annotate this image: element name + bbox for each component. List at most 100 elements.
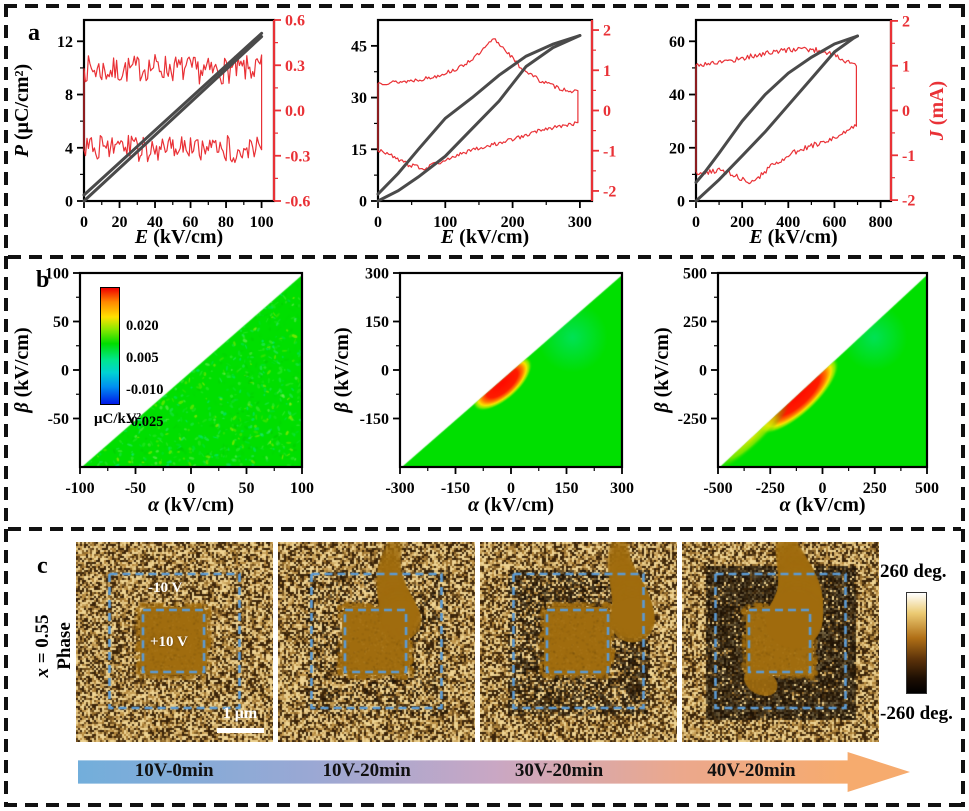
- svg-text:2: 2: [902, 13, 910, 30]
- svg-text:0: 0: [359, 194, 367, 211]
- svg-text:0.0: 0.0: [285, 103, 305, 120]
- panel-b-label: b: [36, 267, 50, 293]
- svg-text:400: 400: [776, 214, 800, 231]
- pfm-canvas-2: [278, 542, 475, 742]
- svg-text:E (kV/cm): E (kV/cm): [440, 226, 529, 248]
- svg-text:20: 20: [669, 140, 685, 157]
- pfm-image-4: [682, 542, 879, 742]
- svg-text:800: 800: [869, 214, 893, 231]
- svg-text:-300: -300: [385, 480, 414, 497]
- svg-text:0: 0: [902, 103, 910, 120]
- forc-colorbar-tick: 0.020: [126, 318, 159, 334]
- svg-text:250: 250: [683, 314, 707, 331]
- svg-text:-50: -50: [125, 480, 146, 497]
- composition-label: x = 0.55: [32, 614, 53, 678]
- svg-text:α (kV/cm): α (kV/cm): [779, 494, 865, 516]
- pe-chart-svg: 0 20 40 60 80 100 0 4 8 12 0.6 0.3 0.0 -0.3 -0.6 E (kV/…: [11, 13, 310, 248]
- forc-colorbar-gradient: [100, 287, 120, 405]
- svg-text:-100: -100: [65, 480, 94, 497]
- svg-text:50: 50: [239, 480, 255, 497]
- inner-bias-label: +10 V: [150, 634, 188, 650]
- forc-chart-row: 0.020 0.005 -0.010 -0.025 μC/kV² -100 -50…: [8, 261, 953, 519]
- svg-text:15: 15: [351, 142, 367, 159]
- arrow-step-1: 10V-0min: [134, 760, 214, 781]
- pe-chart-svg: 0 200 400 600 800 0 20 40 60 2 1 0 -1 -2 E (kV/cm) J (m…: [669, 13, 948, 248]
- svg-text:20: 20: [112, 214, 128, 231]
- figure-border-bottom: [4, 803, 965, 807]
- panel-c: c x = 0.55 Phase -10 V +10 V 1 μm: [8, 531, 961, 803]
- forc-map-1: 0.020 0.005 -0.010 -0.025 μC/kV² -100 -50…: [8, 261, 328, 519]
- svg-text:0.3: 0.3: [285, 58, 305, 75]
- svg-text:100: 100: [250, 214, 274, 231]
- svg-text:300: 300: [610, 480, 634, 497]
- figure-border-right: [961, 4, 965, 807]
- svg-text:40: 40: [669, 87, 685, 104]
- svg-text:2: 2: [603, 23, 611, 40]
- svg-text:-2: -2: [902, 193, 915, 210]
- svg-text:60: 60: [669, 34, 685, 51]
- svg-text:1: 1: [603, 63, 611, 80]
- svg-text:100: 100: [45, 266, 69, 283]
- pfm-image-3: [480, 542, 677, 742]
- panel-separator-bc: [8, 527, 961, 531]
- svg-text:200: 200: [730, 214, 754, 231]
- svg-text:β (kV/cm): β (kV/cm): [11, 327, 33, 413]
- panel-separator-ab: [8, 255, 961, 259]
- pe-chart-svg: 0 100 200 300 0 15 30 45 2 1 0 -1 -2 E (kV/cm): [351, 18, 616, 248]
- pe-chart-3: 0 200 400 600 800 0 20 40 60 2 1 0 -1 -2 E (kV/cm) J (m…: [648, 8, 953, 251]
- svg-text:-1: -1: [902, 148, 915, 165]
- svg-text:0: 0: [507, 480, 515, 497]
- svg-text:β (kV/cm): β (kV/cm): [651, 327, 673, 413]
- svg-text:0: 0: [381, 363, 389, 380]
- arrow-step-2: 10V-20min: [322, 760, 411, 781]
- svg-text:0: 0: [374, 214, 382, 231]
- svg-text:600: 600: [822, 214, 846, 231]
- svg-text:0: 0: [187, 480, 195, 497]
- forc-colorbar-tick: -0.010: [126, 382, 164, 398]
- svg-text:150: 150: [365, 314, 389, 331]
- svg-text:-2: -2: [603, 184, 616, 201]
- forc-map-canvas: [401, 274, 621, 466]
- svg-text:100: 100: [433, 214, 457, 231]
- svg-text:0: 0: [603, 103, 611, 120]
- svg-text:50: 50: [53, 314, 69, 331]
- svg-text:500: 500: [683, 266, 707, 283]
- pfm-canvas-3: [480, 542, 677, 742]
- panel-a-label: a: [28, 20, 40, 46]
- figure-border-top: [4, 4, 965, 8]
- svg-text:-50: -50: [48, 411, 69, 428]
- svg-text:300: 300: [365, 266, 389, 283]
- phase-colorbar-min: -260 deg.: [880, 703, 953, 724]
- pfm-image-row: -10 V +10 V 1 μm: [76, 542, 879, 742]
- scale-bar-label: 1 μm: [222, 705, 258, 722]
- phase-colorbar: 260 deg. -260 deg.: [880, 561, 969, 725]
- svg-text:-250: -250: [678, 411, 707, 428]
- svg-text:8: 8: [65, 87, 73, 104]
- svg-text:-250: -250: [756, 480, 785, 497]
- svg-text:250: 250: [863, 480, 887, 497]
- svg-text:0: 0: [699, 363, 707, 380]
- phase-label: Phase: [54, 622, 75, 670]
- forc-colorbar-tick: 0.005: [126, 350, 159, 366]
- svg-text:0.6: 0.6: [285, 13, 305, 30]
- svg-text:300: 300: [568, 214, 592, 231]
- svg-text:1: 1: [902, 58, 910, 75]
- svg-text:45: 45: [351, 38, 367, 55]
- scale-bar: [217, 728, 264, 733]
- svg-text:α (kV/cm): α (kV/cm): [148, 494, 234, 516]
- pfm-canvas-1: [76, 542, 273, 742]
- panel-c-label: c: [37, 553, 48, 579]
- forc-colorbar-tick: -0.025: [126, 414, 164, 430]
- svg-text:0: 0: [692, 214, 700, 231]
- pe-chart-2: 0 100 200 300 0 15 30 45 2 1 0 -1 -2 E (kV/cm): [328, 8, 648, 251]
- svg-text:150: 150: [555, 480, 579, 497]
- svg-text:-500: -500: [703, 480, 732, 497]
- svg-text:0: 0: [61, 363, 69, 380]
- svg-text:100: 100: [290, 480, 314, 497]
- svg-text:12: 12: [57, 34, 73, 51]
- panel-a: a 0 20 40 60 80 100 0 4 8 12 0.6 0.3 0.0 -0.3 -0.6 E (k…: [8, 8, 961, 257]
- svg-text:0: 0: [80, 214, 88, 231]
